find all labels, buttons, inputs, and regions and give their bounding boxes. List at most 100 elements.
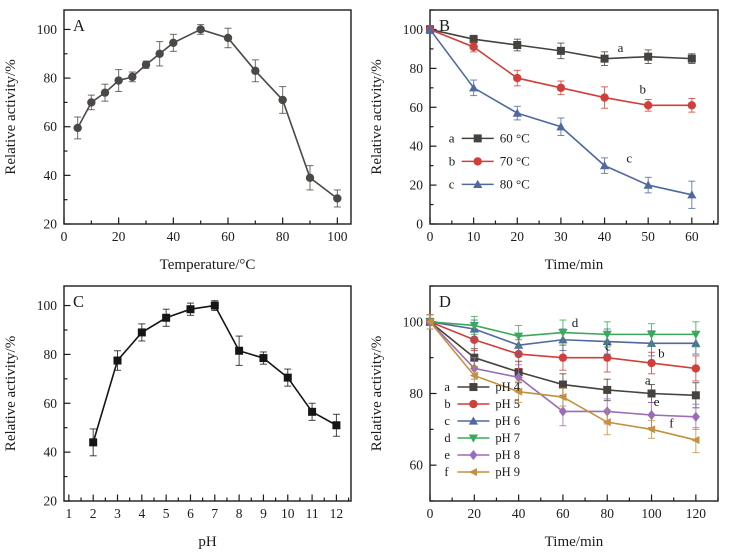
panel-d-legend-label: pH 8	[495, 448, 520, 462]
panel-b-letter: B	[439, 16, 450, 35]
panel-d-legend-label: pH 9	[495, 465, 520, 479]
svg-text:8: 8	[236, 506, 243, 521]
svg-text:0: 0	[416, 217, 423, 232]
svg-text:9: 9	[260, 506, 267, 521]
svg-text:20: 20	[44, 494, 58, 509]
panel-a-chart: 0 20 40 60 80 10020406080100Temperature/°CRel…	[3, 9, 352, 273]
svg-text:5: 5	[163, 506, 170, 521]
panel-c-ylabel: Relative activity/%	[3, 336, 19, 451]
panel-d-curve-label-f: f	[669, 416, 674, 431]
panel-d: 0 20 40 60 80 100 120 60 80 100 Time/min Relative a…	[366, 276, 733, 553]
panel-b-legend-key: b	[449, 153, 456, 168]
svg-text:40: 40	[512, 506, 526, 521]
svg-text:1: 1	[65, 506, 72, 521]
svg-text:80: 80	[44, 347, 58, 362]
svg-text:100: 100	[327, 229, 348, 244]
panel-b-series-b	[425, 25, 697, 113]
panel-d-legend-key: d	[444, 431, 451, 445]
panel-c-letter: C	[73, 292, 84, 311]
panel-a-frame	[63, 9, 352, 225]
panel-d-legend-key: b	[444, 397, 450, 411]
panel-d-chart: 0 20 40 60 80 100 120 60 80 100 Time/min Relative a…	[369, 285, 719, 550]
svg-text:60: 60	[410, 458, 424, 473]
svg-text:80: 80	[410, 61, 424, 76]
panel-d-curve-label-b: b	[658, 346, 665, 361]
svg-text:40: 40	[44, 445, 58, 460]
panel-d-legend-label: pH 6	[495, 414, 520, 428]
svg-text:60: 60	[221, 229, 235, 244]
svg-text:60: 60	[556, 506, 570, 521]
panel-d-curve-label-a: a	[645, 373, 651, 388]
panel-b-frame	[429, 9, 719, 225]
svg-text:40: 40	[410, 139, 424, 154]
panel-b-chart: 0 10 20 30 40 50 60 0 20 40 60 80 100 Time/min Relativ…	[369, 9, 719, 273]
panel-d-legend	[457, 383, 490, 477]
svg-text:10: 10	[467, 229, 481, 244]
panel-d-series-d	[425, 314, 701, 348]
panel-b-series-a	[426, 25, 696, 66]
panel-a-xlabel: Temperature/°C	[160, 257, 256, 273]
panel-b-legend-label: 60 °C	[500, 130, 530, 145]
svg-text:80: 80	[276, 229, 290, 244]
svg-text:20: 20	[511, 229, 525, 244]
svg-text:100: 100	[403, 314, 424, 329]
svg-text:3: 3	[114, 506, 121, 521]
panel-c-series-0	[89, 300, 341, 457]
panel-a-series-0	[73, 24, 342, 208]
panel-d-xlabel: Time/min	[545, 534, 604, 550]
panel-d-legend-key: f	[444, 465, 449, 479]
svg-text:50: 50	[641, 229, 655, 244]
panel-b-ylabel: Relative activity/%	[369, 59, 385, 174]
svg-text:60: 60	[44, 119, 58, 134]
panel-d-curve-label-e: e	[654, 394, 660, 409]
svg-text:11: 11	[306, 506, 319, 521]
svg-text:7: 7	[211, 506, 218, 521]
panel-b-legend-key: c	[449, 176, 455, 191]
panel-b-xlabel: Time/min	[545, 257, 604, 273]
panel-d-curve-label-c: c	[605, 339, 611, 354]
svg-text:12: 12	[330, 506, 344, 521]
panel-d-legend-label: pH 5	[495, 397, 520, 411]
panel-b-series-c	[425, 24, 697, 209]
panel-c: 1 2 3 4 5 6 7 8 9 10 11 12 20 40 60 80 100 pH Relative act…	[0, 276, 366, 553]
panel-d-curve-label-d: d	[572, 315, 579, 330]
panel-d-legend-key: a	[444, 380, 450, 394]
panel-d-legend-key: e	[444, 448, 450, 462]
panel-b-legend-label: 80 °C	[500, 176, 530, 191]
svg-text:10: 10	[281, 506, 295, 521]
svg-text:120: 120	[686, 506, 707, 521]
panel-c-frame	[63, 285, 352, 502]
panel-b: 0 10 20 30 40 50 60 0 20 40 60 80 100 Time/min Relativ…	[366, 0, 733, 276]
svg-text:100: 100	[641, 506, 662, 521]
svg-text:2: 2	[90, 506, 97, 521]
svg-text:20: 20	[468, 506, 482, 521]
svg-text:20: 20	[410, 178, 424, 193]
svg-text:60: 60	[410, 100, 424, 115]
panel-d-legend-label: pH 4	[495, 380, 520, 394]
svg-text:100: 100	[403, 22, 424, 37]
panel-d-ylabel: Relative activity/%	[369, 336, 385, 451]
svg-text:20: 20	[44, 217, 58, 232]
panel-d-series-f	[425, 314, 700, 454]
svg-text:4: 4	[138, 506, 145, 521]
panel-b-curve-label-a: a	[618, 40, 624, 55]
svg-text:0: 0	[61, 229, 68, 244]
panel-b-legend-label: 70 °C	[500, 153, 530, 168]
panel-b-curve-label-b: b	[639, 82, 646, 97]
panel-a: 0 20 40 60 80 100 20 40 60 80 100 Temperature/°C Rel…	[0, 0, 366, 276]
panel-c-xlabel: pH	[198, 534, 217, 550]
svg-text:0: 0	[427, 229, 434, 244]
panel-a-ylabel: Relative activity/%	[3, 59, 19, 174]
svg-text:80: 80	[44, 71, 58, 86]
svg-text:80: 80	[410, 386, 424, 401]
svg-text:60: 60	[44, 396, 58, 411]
svg-text:40: 40	[44, 168, 58, 183]
svg-text:40: 40	[598, 229, 612, 244]
svg-text:100: 100	[37, 298, 58, 313]
panel-b-curve-label-c: c	[626, 151, 632, 166]
svg-text:40: 40	[167, 229, 181, 244]
svg-text:60: 60	[685, 229, 699, 244]
panel-d-legend-key: c	[444, 414, 450, 428]
